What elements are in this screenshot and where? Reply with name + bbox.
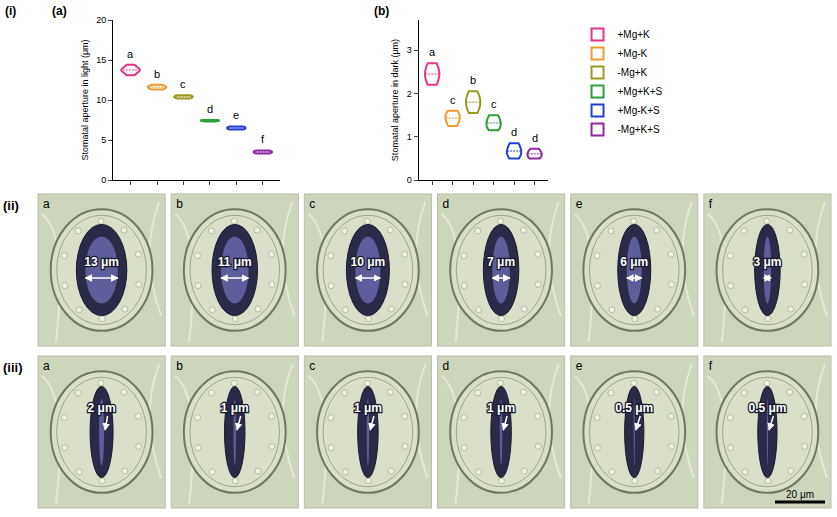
svg-text:c: c xyxy=(450,94,456,106)
svg-text:+Mg-K: +Mg-K xyxy=(618,48,648,59)
svg-text:a: a xyxy=(429,46,436,58)
svg-text:a: a xyxy=(43,197,50,211)
svg-text:(iii): (iii) xyxy=(3,360,23,375)
svg-text:6 μm: 6 μm xyxy=(620,255,648,269)
svg-text:1 μm: 1 μm xyxy=(487,401,515,415)
svg-text:3: 3 xyxy=(407,45,412,55)
svg-text:20: 20 xyxy=(96,15,106,25)
svg-text:f: f xyxy=(709,197,713,211)
svg-text:1 μm: 1 μm xyxy=(221,401,249,415)
svg-text:1: 1 xyxy=(407,132,412,142)
svg-text:b: b xyxy=(176,197,183,211)
svg-text:Stomatal aperture in light (μm: Stomatal aperture in light (μm) xyxy=(80,39,90,160)
svg-text:c: c xyxy=(180,78,186,90)
svg-text:f: f xyxy=(709,359,713,373)
svg-text:15: 15 xyxy=(96,55,106,65)
svg-text:Stomatal aperture in dark (μm): Stomatal aperture in dark (μm) xyxy=(390,39,400,161)
svg-text:0.5 μm: 0.5 μm xyxy=(615,401,653,415)
svg-text:7 μm: 7 μm xyxy=(487,255,515,269)
svg-text:1 μm: 1 μm xyxy=(354,401,382,415)
svg-text:13 μm: 13 μm xyxy=(84,255,119,269)
svg-text:11 μm: 11 μm xyxy=(218,255,252,269)
svg-text:10: 10 xyxy=(96,95,106,105)
svg-text:-Mg+K+S: -Mg+K+S xyxy=(618,124,661,135)
svg-text:b: b xyxy=(176,359,183,373)
svg-text:c: c xyxy=(309,197,315,211)
svg-text:d: d xyxy=(511,126,517,138)
svg-text:+Mg+K+S: +Mg+K+S xyxy=(618,86,663,97)
svg-text:20 μm: 20 μm xyxy=(786,489,814,500)
svg-text:e: e xyxy=(576,359,583,373)
svg-text:d: d xyxy=(532,132,538,144)
svg-text:c: c xyxy=(309,359,315,373)
svg-text:2 μm: 2 μm xyxy=(88,401,116,415)
svg-text:a: a xyxy=(43,359,50,373)
svg-text:-Mg+K: -Mg+K xyxy=(618,67,648,78)
svg-text:(b): (b) xyxy=(374,4,389,18)
svg-text:2: 2 xyxy=(407,89,412,99)
svg-text:+Mg-K+S: +Mg-K+S xyxy=(618,105,661,116)
svg-text:(i): (i) xyxy=(5,4,16,18)
svg-text:c: c xyxy=(491,98,497,110)
svg-text:(a): (a) xyxy=(52,4,67,18)
svg-text:5: 5 xyxy=(101,135,106,145)
svg-text:e: e xyxy=(233,109,239,121)
svg-text:10 μm: 10 μm xyxy=(351,255,386,269)
svg-text:0: 0 xyxy=(101,175,106,185)
svg-text:0: 0 xyxy=(407,175,412,185)
svg-text:(ii): (ii) xyxy=(3,198,19,213)
svg-text:d: d xyxy=(443,359,450,373)
svg-text:e: e xyxy=(576,197,583,211)
svg-text:a: a xyxy=(127,48,134,60)
svg-text:b: b xyxy=(154,68,160,80)
svg-text:d: d xyxy=(443,197,450,211)
svg-text:d: d xyxy=(207,103,213,115)
svg-text:3 μm: 3 μm xyxy=(753,255,781,269)
svg-text:+Mg+K: +Mg+K xyxy=(618,29,651,40)
svg-text:0.5 μm: 0.5 μm xyxy=(748,401,786,415)
svg-text:b: b xyxy=(470,74,476,86)
svg-text:f: f xyxy=(261,133,265,145)
